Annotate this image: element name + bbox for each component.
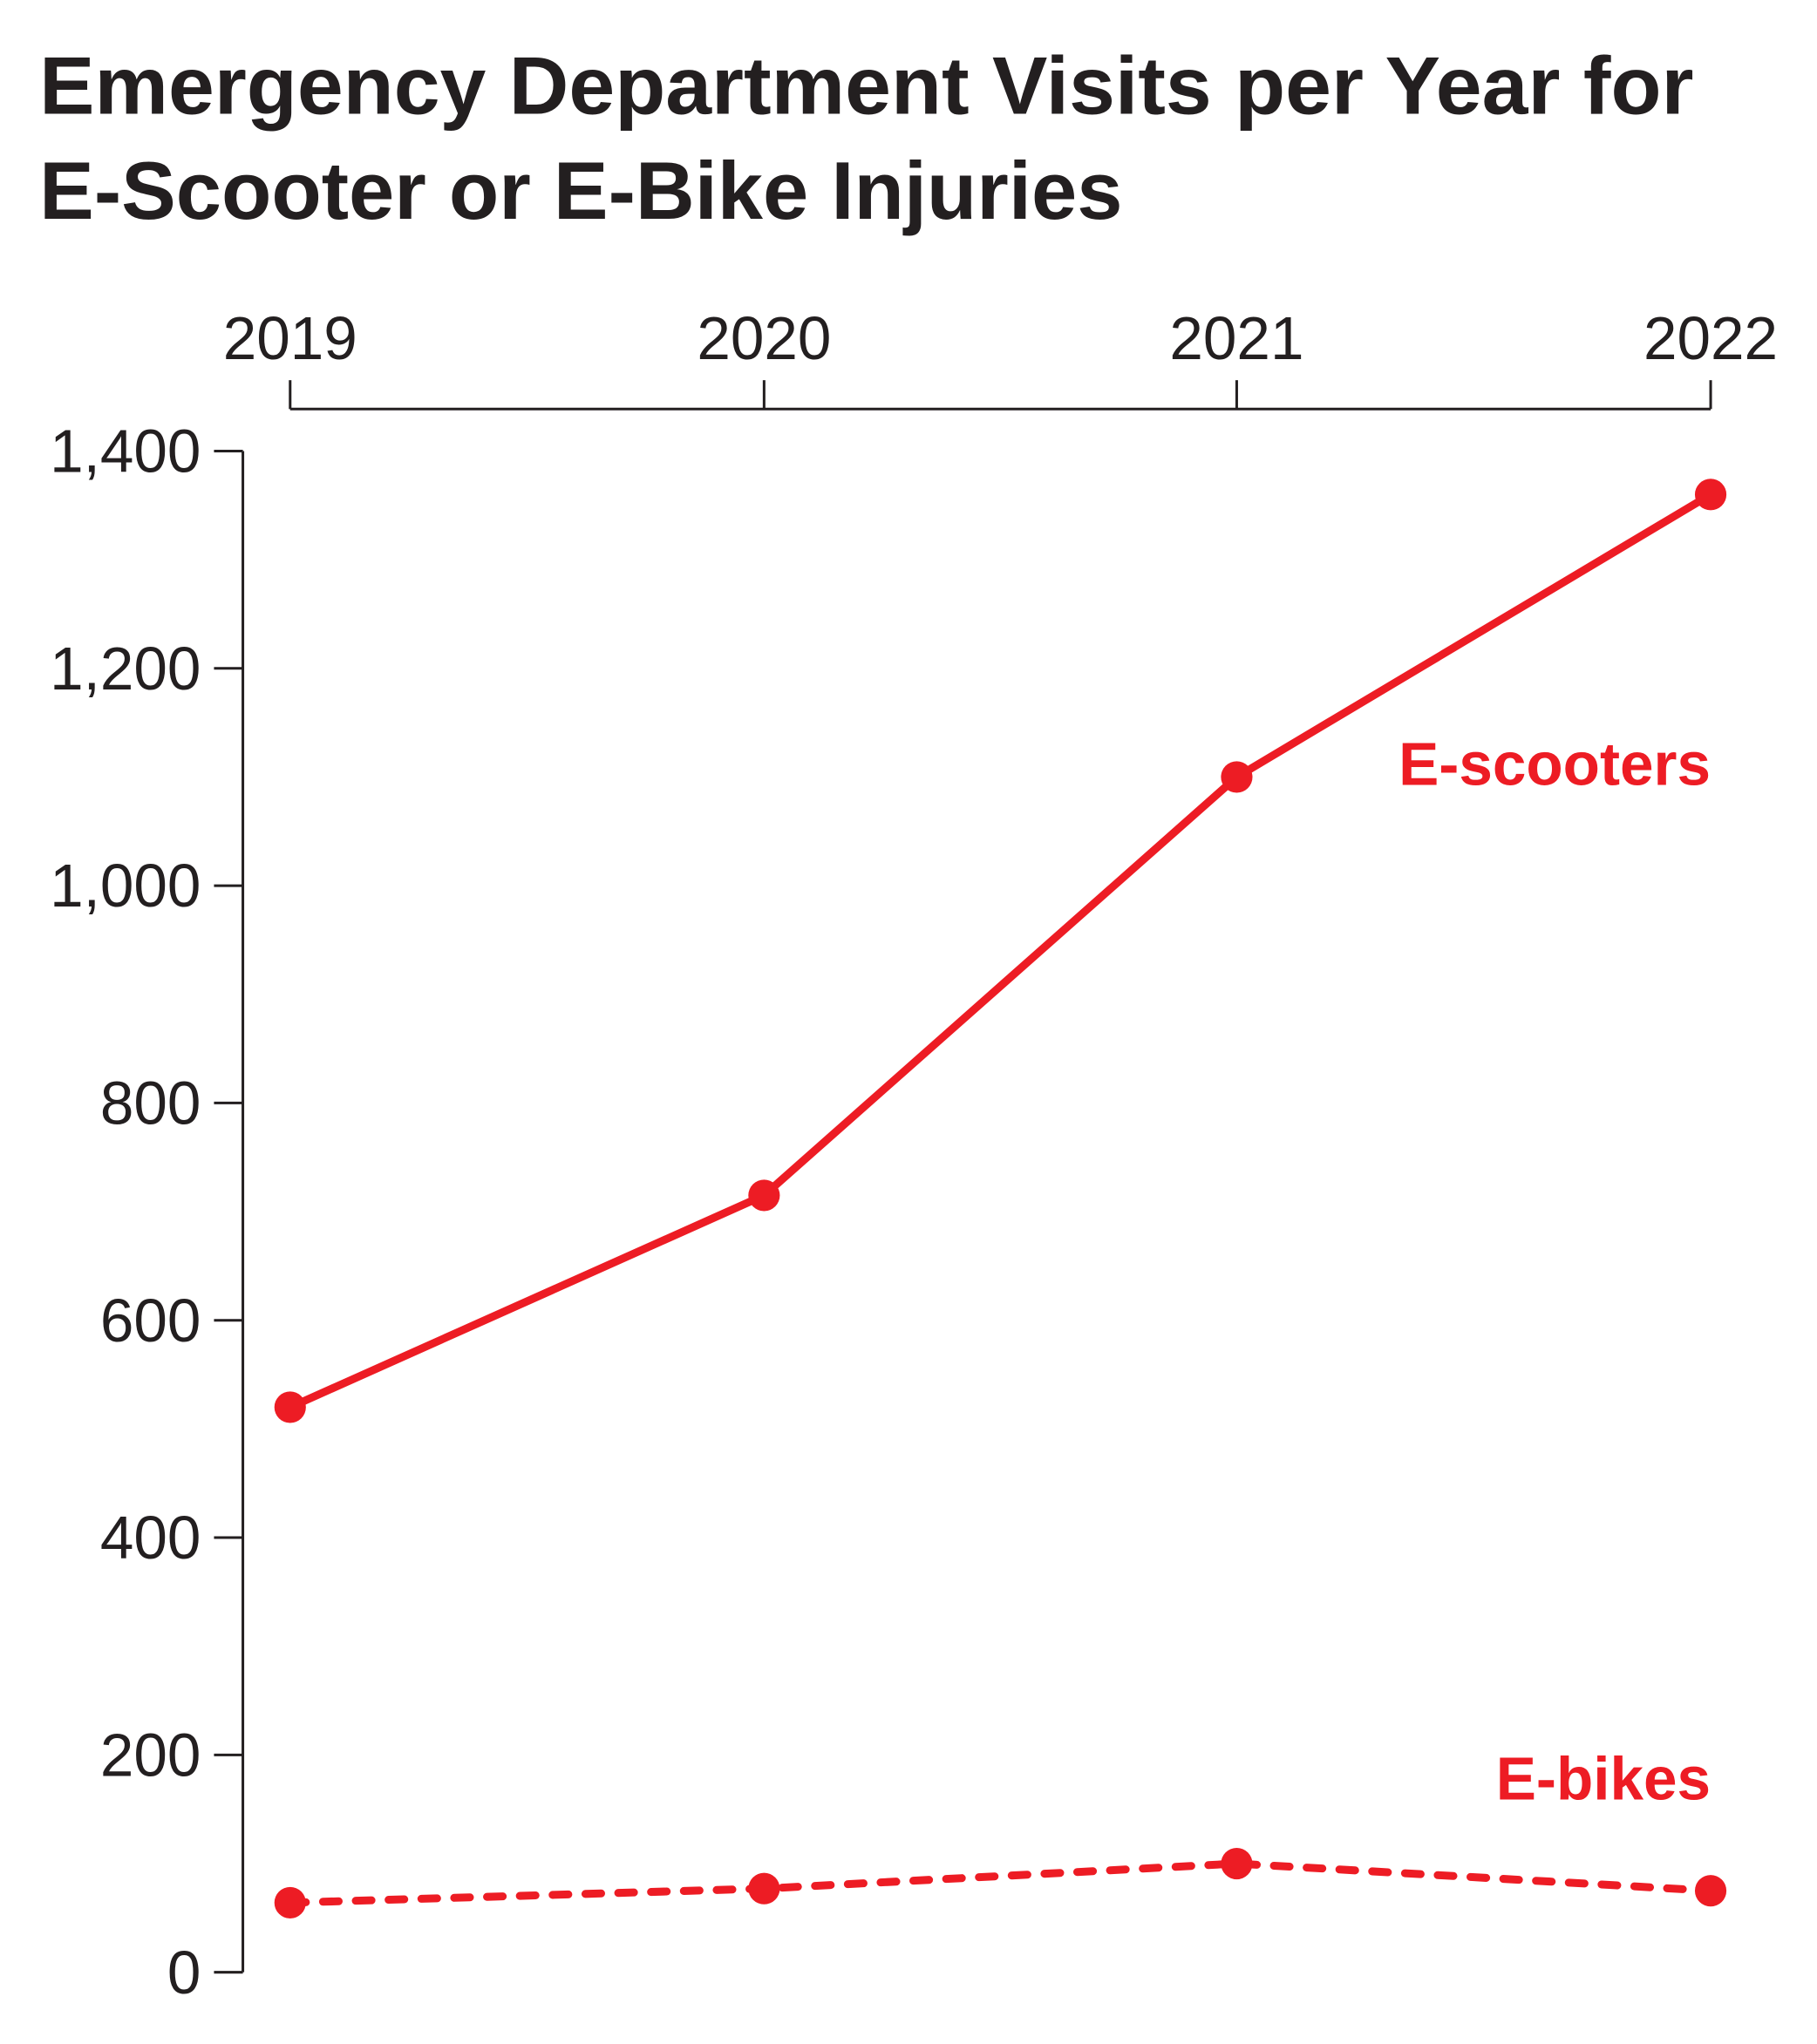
y-tick-label: 1,200: [50, 635, 201, 703]
chart-title-line-1: Emergency Department Visits per Year for: [39, 40, 1693, 132]
series-line-e-bikes: [286, 1859, 1715, 1907]
chart-title-line-2: E-Scooter or E-Bike Injuries: [39, 145, 1122, 236]
data-point-e-bikes: [748, 1872, 780, 1905]
x-tick-label: 2021: [1169, 304, 1303, 372]
data-point-e-bikes: [274, 1886, 306, 1918]
y-tick-label: 600: [100, 1287, 201, 1355]
y-tick-label: 0: [167, 1939, 201, 2007]
series-line-e-scooters: [286, 490, 1715, 1411]
data-point-e-bikes: [1221, 1847, 1253, 1880]
series-label-e-scooters: E-scooters: [1398, 730, 1711, 798]
data-point-e-scooters: [1694, 479, 1727, 511]
series-label-e-bikes: E-bikes: [1496, 1745, 1711, 1813]
x-tick-label: 2019: [223, 304, 357, 372]
data-point-e-scooters: [748, 1179, 780, 1212]
data-point-e-bikes: [1694, 1875, 1727, 1907]
y-tick-label: 1,000: [50, 852, 201, 920]
y-tick-label: 1,400: [50, 418, 201, 486]
data-point-e-scooters: [274, 1391, 306, 1423]
y-tick-label: 800: [100, 1070, 201, 1137]
data-point-e-scooters: [1221, 761, 1253, 793]
y-tick-label: 400: [100, 1504, 201, 1572]
x-tick-label: 2020: [697, 304, 831, 372]
x-tick-label: 2022: [1643, 304, 1778, 372]
y-tick-label: 200: [100, 1721, 201, 1789]
